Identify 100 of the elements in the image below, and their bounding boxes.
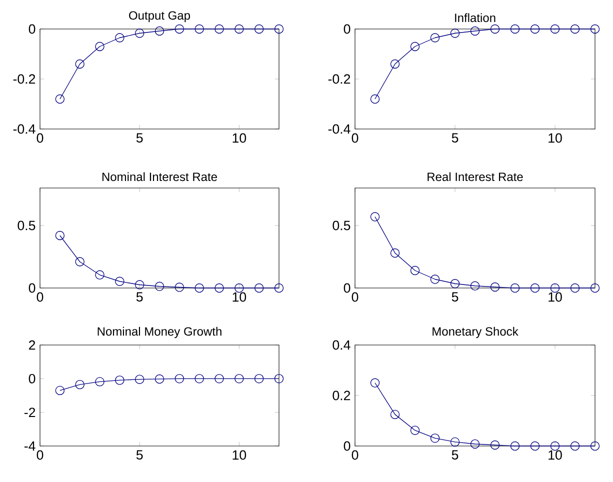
point — [134, 28, 144, 38]
point — [570, 24, 580, 34]
point — [390, 59, 400, 69]
x-tick-label: 0 — [352, 133, 358, 143]
point — [550, 283, 560, 293]
point — [590, 24, 600, 34]
chart-title: Monetary Shock — [432, 326, 518, 338]
point — [95, 270, 104, 280]
x-tick-label: 5 — [136, 292, 143, 302]
y-tick-label: 2 — [28, 340, 36, 350]
point — [214, 374, 224, 384]
point — [234, 374, 244, 384]
point — [75, 380, 84, 390]
point — [174, 282, 184, 292]
point — [115, 33, 124, 42]
point — [530, 24, 540, 34]
x-tick-label: 10 — [232, 292, 246, 302]
y-tick-label: 0 — [28, 283, 36, 293]
x-tick-label: 5 — [452, 292, 458, 302]
x-tick-label: 5 — [452, 133, 458, 143]
point — [75, 257, 84, 266]
point — [154, 26, 164, 36]
point — [274, 24, 284, 34]
x-tick-label: 0 — [36, 450, 44, 460]
x-tick-label: 5 — [136, 133, 143, 143]
point — [274, 374, 284, 384]
point — [55, 386, 65, 396]
point — [254, 24, 264, 34]
point — [530, 283, 540, 293]
point — [254, 283, 264, 293]
point — [154, 282, 164, 291]
point — [450, 28, 460, 38]
point — [234, 283, 244, 293]
point — [390, 248, 400, 258]
point — [194, 374, 204, 384]
point — [75, 59, 84, 69]
point — [470, 439, 480, 449]
point — [55, 230, 65, 240]
point — [570, 441, 580, 451]
point — [510, 441, 520, 451]
y-tick-label: 0.4 — [332, 340, 350, 350]
point — [510, 283, 520, 293]
point — [530, 441, 540, 451]
point — [214, 24, 224, 34]
point — [570, 283, 580, 293]
point — [194, 283, 204, 293]
y-tick-label: -0.2 — [13, 74, 36, 84]
x-tick-label: 10 — [232, 450, 246, 460]
point — [234, 24, 244, 34]
point — [410, 266, 420, 276]
point — [174, 374, 184, 384]
point — [115, 376, 124, 385]
point — [430, 434, 440, 443]
y-tick-label: -4 — [24, 441, 36, 451]
y-tick-label: 0.5 — [332, 220, 350, 230]
x-tick-label: 0 — [36, 133, 44, 143]
point — [550, 441, 560, 451]
point — [510, 24, 520, 34]
point — [254, 374, 264, 384]
x-tick-label: 10 — [548, 133, 562, 143]
chart-title: Inflation — [455, 13, 496, 22]
point — [490, 282, 500, 292]
point — [370, 378, 380, 388]
point — [134, 374, 144, 384]
x-tick-label: 0 — [352, 292, 358, 302]
chart-title: Real Interest Rate — [428, 172, 523, 182]
x-tick-label: 10 — [548, 450, 562, 460]
point — [550, 24, 560, 34]
point — [590, 441, 600, 451]
y-tick-label: 0 — [28, 24, 36, 34]
y-tick-label: 0 — [344, 441, 350, 451]
point — [55, 94, 65, 104]
x-tick-label: 0 — [352, 450, 358, 460]
y-tick-label: 0 — [28, 374, 36, 384]
point — [95, 377, 104, 386]
y-tick-label: 0 — [344, 24, 350, 34]
point — [450, 279, 460, 288]
point — [470, 281, 480, 290]
point — [410, 42, 420, 52]
y-tick-label: -0.4 — [328, 124, 350, 134]
y-tick-label: -0.4 — [13, 124, 36, 134]
point — [430, 274, 440, 284]
x-tick-label: 0 — [36, 292, 44, 302]
x-tick-label: 5 — [136, 450, 143, 460]
point — [470, 26, 480, 36]
chart-title: Nominal Money Growth — [98, 326, 222, 338]
y-tick-label: 0.2 — [332, 390, 350, 400]
point — [370, 212, 380, 222]
point — [214, 283, 224, 293]
point — [490, 24, 500, 34]
point — [134, 280, 144, 290]
y-tick-label: -0.2 — [328, 74, 350, 84]
x-tick-label: 10 — [232, 133, 246, 143]
point — [274, 283, 284, 293]
x-tick-label: 5 — [452, 450, 458, 460]
point — [490, 440, 500, 450]
point — [174, 24, 184, 34]
chart-title: Nominal Interest Rate — [102, 172, 217, 182]
chart-title: Output Gap — [129, 11, 190, 22]
point — [194, 24, 204, 34]
